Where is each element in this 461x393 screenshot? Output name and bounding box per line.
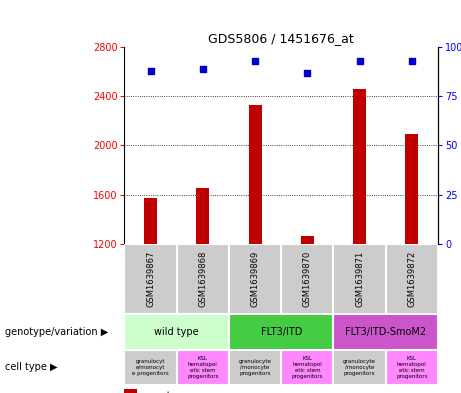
Bar (229, 350, 281, 385)
Text: KSL
hematopoi
etic stem
progenitors: KSL hematopoi etic stem progenitors (396, 356, 427, 378)
Bar (281, 350, 333, 385)
Text: granulocyt
e/monocyt
e progenitors: granulocyt e/monocyt e progenitors (132, 359, 169, 376)
Text: KSL
hematopoi
etic stem
progenitors: KSL hematopoi etic stem progenitors (292, 356, 323, 378)
Text: FLT3/ITD: FLT3/ITD (260, 327, 302, 337)
Text: GSM1639868: GSM1639868 (198, 251, 207, 307)
Text: granulocyte
/monocyte
progenitors: granulocyte /monocyte progenitors (343, 359, 376, 376)
Point (251, 58, 259, 64)
Text: GSM1639867: GSM1639867 (146, 251, 155, 307)
Bar (333, 314, 438, 350)
Text: GSM1639870: GSM1639870 (303, 251, 312, 307)
Text: GSM1639871: GSM1639871 (355, 251, 364, 307)
Title: GDS5806 / 1451676_at: GDS5806 / 1451676_at (208, 31, 354, 44)
Point (199, 66, 207, 72)
Bar (124, 350, 177, 385)
Text: FLT3/ITD-SmoM2: FLT3/ITD-SmoM2 (345, 327, 426, 337)
Bar (124, 244, 177, 314)
Bar (177, 350, 229, 385)
Bar (144, 198, 157, 244)
Bar (333, 350, 386, 385)
Bar (124, 314, 229, 350)
Text: GSM1639872: GSM1639872 (408, 251, 416, 307)
Bar (333, 244, 386, 314)
Text: wild type: wild type (154, 327, 199, 337)
Point (408, 58, 415, 64)
Text: cell type ▶: cell type ▶ (5, 362, 57, 373)
Bar (353, 89, 366, 244)
Text: KSL
hematopoi
etic stem
progenitors: KSL hematopoi etic stem progenitors (187, 356, 219, 378)
Bar (229, 244, 281, 314)
Bar (405, 134, 418, 244)
Text: granulocyte
/monocyte
progenitors: granulocyte /monocyte progenitors (239, 359, 272, 376)
Bar (124, 389, 137, 393)
Bar (248, 105, 262, 244)
Bar (196, 188, 209, 244)
Bar (301, 236, 314, 244)
Bar (177, 244, 229, 314)
Text: count: count (143, 391, 171, 393)
Point (356, 58, 363, 64)
Bar (281, 244, 333, 314)
Text: genotype/variation ▶: genotype/variation ▶ (5, 327, 108, 337)
Bar (229, 314, 333, 350)
Point (147, 68, 154, 74)
Point (304, 70, 311, 76)
Bar (386, 350, 438, 385)
Text: GSM1639869: GSM1639869 (251, 251, 260, 307)
Bar (386, 244, 438, 314)
